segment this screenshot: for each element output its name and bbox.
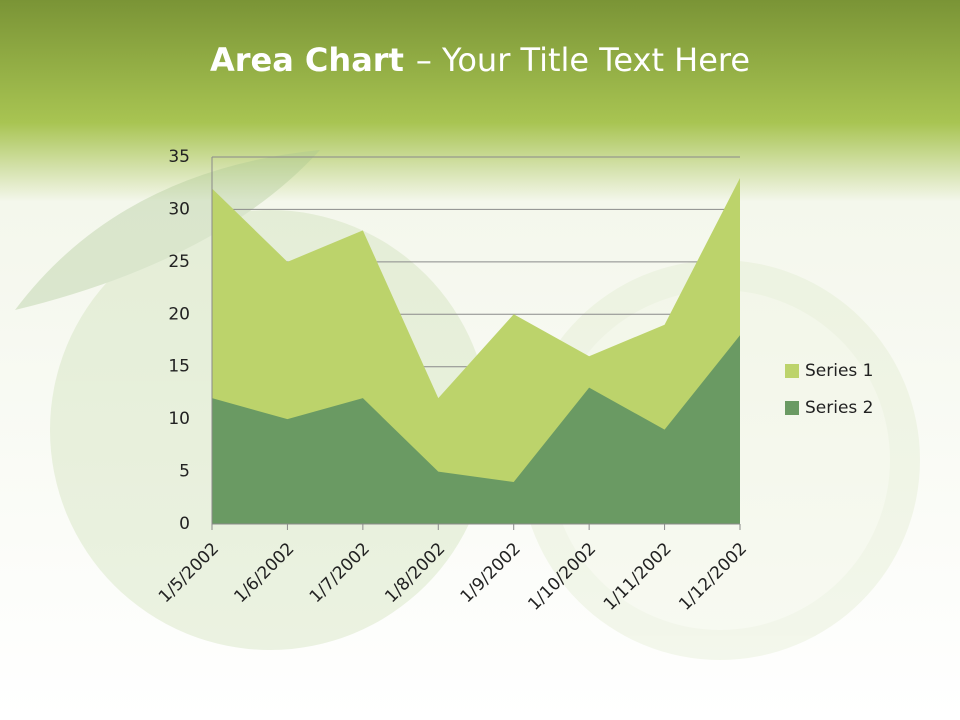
slide-title: Area Chart – Your Title Text Here <box>210 41 750 79</box>
y-tick-label: 25 <box>168 252 190 272</box>
legend-label: Series 2 <box>805 398 874 418</box>
legend-swatch <box>785 401 799 415</box>
y-tick-label: 30 <box>168 199 190 219</box>
y-tick-label: 35 <box>168 147 190 167</box>
legend-swatch <box>785 364 799 378</box>
y-tick-label: 0 <box>179 514 190 534</box>
y-tick-label: 15 <box>168 357 190 377</box>
title-bold: Area Chart <box>210 41 404 79</box>
y-tick-label: 20 <box>168 304 190 324</box>
title-rest: – Your Title Text Here <box>416 41 750 79</box>
area <box>212 335 740 524</box>
y-tick-label: 10 <box>168 409 190 429</box>
legend-label: Series 1 <box>805 361 874 381</box>
y-tick-label: 5 <box>179 462 190 482</box>
